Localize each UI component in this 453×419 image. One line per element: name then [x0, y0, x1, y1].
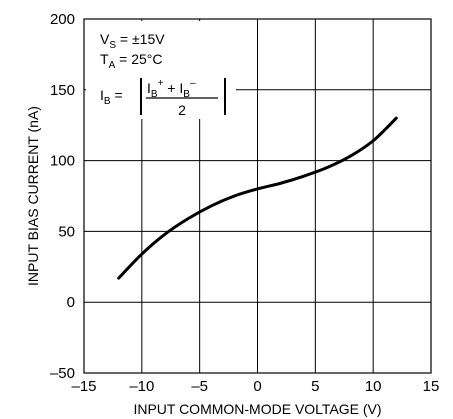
- y-tick-label: 50: [58, 223, 75, 240]
- y-tick-label: –50: [50, 365, 75, 382]
- x-tick-label: 5: [311, 378, 319, 395]
- y-tick-label: 200: [50, 11, 75, 28]
- x-tick-label: 10: [365, 378, 382, 395]
- x-axis-title: INPUT COMMON-MODE VOLTAGE (V): [133, 401, 381, 417]
- y-tick-label: 0: [67, 294, 75, 311]
- x-tick-label: 0: [253, 378, 261, 395]
- ib-denominator: 2: [178, 102, 186, 118]
- y-axis-title: INPUT BIAS CURRENT (nA): [25, 106, 41, 286]
- x-tick-label: –5: [191, 378, 208, 395]
- x-tick-label: 15: [423, 378, 440, 395]
- x-tick-label: –10: [129, 378, 154, 395]
- y-tick-label: 150: [50, 82, 75, 99]
- x-tick-label: –15: [71, 378, 96, 395]
- y-tick-label: 100: [50, 153, 75, 170]
